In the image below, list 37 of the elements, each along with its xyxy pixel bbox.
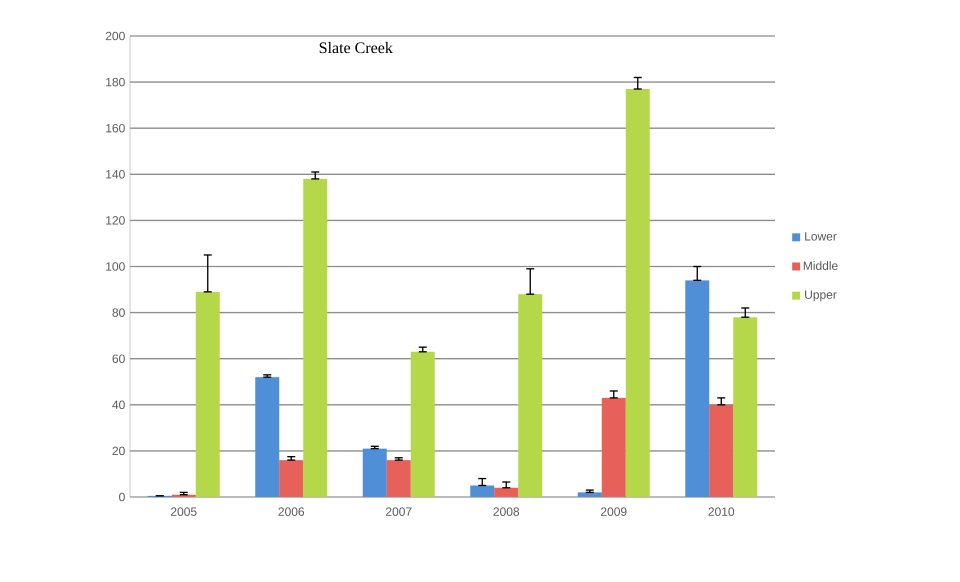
bar xyxy=(410,352,435,497)
chart-title: Slate Creek xyxy=(320,42,393,54)
y-tick-label: 60 xyxy=(112,354,125,363)
bar xyxy=(578,492,602,497)
bar xyxy=(685,280,710,497)
bar xyxy=(602,398,626,497)
bar xyxy=(518,294,542,497)
y-tick-label: 120 xyxy=(106,216,125,225)
x-tick-label: 2009 xyxy=(601,507,627,516)
y-tick-label: 100 xyxy=(106,262,125,271)
y-tick-label: 160 xyxy=(106,124,125,132)
bar xyxy=(626,89,650,497)
bar xyxy=(494,488,518,497)
bar xyxy=(470,485,494,497)
x-tick-label: 2006 xyxy=(278,507,304,516)
bar xyxy=(303,178,328,497)
bar xyxy=(733,317,758,497)
bar xyxy=(362,448,387,497)
y-tick-label: 0 xyxy=(119,492,125,502)
legend-label: Lower xyxy=(805,232,837,241)
bar xyxy=(279,460,304,497)
x-tick-label: 2005 xyxy=(171,507,197,516)
y-tick-label: 20 xyxy=(112,446,125,456)
x-tick-label: 2007 xyxy=(386,507,412,516)
bar xyxy=(709,404,734,497)
y-tick-label: 40 xyxy=(112,400,125,410)
bar xyxy=(255,377,280,497)
x-tick-label: 2008 xyxy=(494,507,520,516)
legend-label: Upper xyxy=(805,290,837,302)
y-tick-label: 80 xyxy=(112,308,125,317)
y-tick-label: 180 xyxy=(106,78,125,86)
legend-label: Middle xyxy=(804,261,838,270)
y-tick-label: 140 xyxy=(106,170,125,179)
y-tick-label: 200 xyxy=(106,32,125,40)
x-tick-label: 2010 xyxy=(708,507,734,516)
bar xyxy=(196,292,220,497)
bar xyxy=(386,460,411,497)
